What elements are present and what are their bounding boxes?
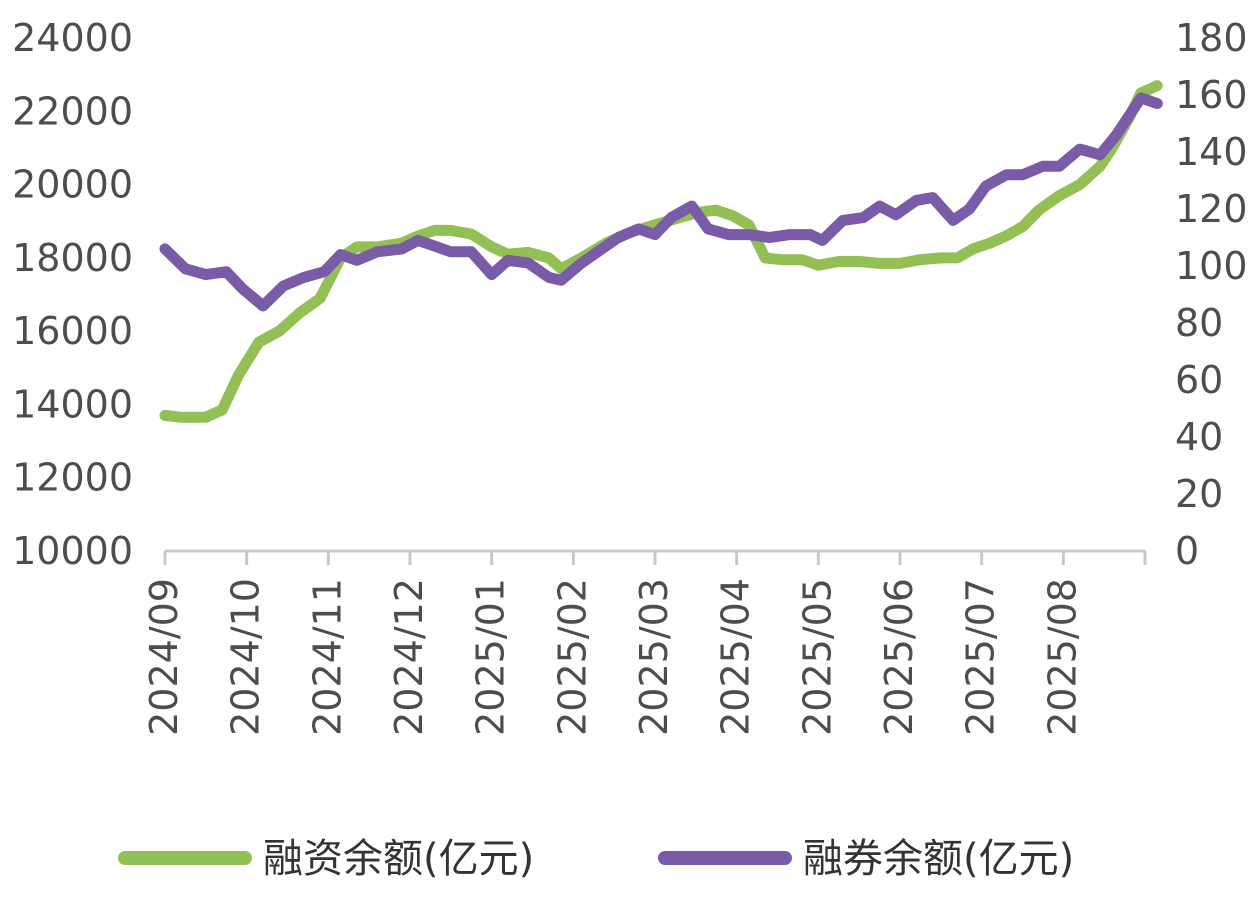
- right-y-tick-label: 140: [1175, 130, 1248, 174]
- right-y-tick-label: 120: [1175, 187, 1248, 231]
- legend-label-securities-lending: 融券余额(亿元): [803, 836, 1074, 882]
- x-tick-label: 2025/07: [959, 578, 1003, 736]
- x-tick-label: 2024/11: [305, 578, 349, 736]
- x-tick-label: 2025/01: [469, 578, 513, 736]
- right-y-axis-ticks: 0 20 40 60 80 100 120 140 160 180: [1175, 16, 1248, 573]
- right-y-tick-label: 80: [1175, 301, 1223, 345]
- x-axis-labels: 2024/09 2024/10 2024/11 2024/12 2025/01 2025/…: [142, 578, 1084, 736]
- right-y-tick-label: 40: [1175, 415, 1223, 459]
- legend-label-margin-financing: 融资余额(亿元): [263, 836, 534, 882]
- x-tick-label: 2025/05: [795, 578, 839, 736]
- x-tick-label: 2025/08: [1040, 578, 1084, 736]
- x-tick-label: 2024/10: [224, 578, 268, 736]
- right-y-tick-label: 160: [1175, 73, 1248, 117]
- x-ticks: [163, 551, 1147, 565]
- right-y-tick-label: 180: [1175, 16, 1248, 60]
- right-y-tick-label: 60: [1175, 358, 1223, 402]
- left-y-tick-label: 10000: [12, 529, 133, 573]
- left-y-tick-label: 22000: [12, 89, 133, 133]
- legend: 融资余额(亿元) 融券余额(亿元): [118, 836, 1074, 882]
- left-y-tick-label: 20000: [12, 163, 133, 207]
- x-tick-label: 2025/06: [877, 578, 921, 736]
- left-y-tick-label: 12000: [12, 456, 133, 500]
- x-tick-label: 2025/02: [550, 578, 594, 736]
- margin-financing-line: [159, 80, 1163, 423]
- right-y-tick-label: 20: [1175, 472, 1223, 516]
- left-y-tick-label: 18000: [12, 236, 133, 280]
- right-y-tick-label: 100: [1175, 244, 1248, 288]
- x-tick-label: 2025/03: [632, 578, 676, 736]
- securities-lending-line: [159, 92, 1163, 312]
- left-y-tick-label: 16000: [12, 309, 133, 353]
- x-tick-label: 2025/04: [714, 578, 758, 736]
- left-y-tick-label: 24000: [12, 16, 133, 60]
- x-tick-label: 2024/09: [142, 578, 186, 736]
- plot-lines: [159, 80, 1163, 423]
- left-y-axis-ticks: 10000 12000 14000 16000 18000 20000 22000 24000: [12, 16, 133, 573]
- left-y-tick-label: 14000: [12, 382, 133, 426]
- x-tick-label: 2024/12: [387, 578, 431, 736]
- right-y-tick-label: 0: [1175, 529, 1199, 573]
